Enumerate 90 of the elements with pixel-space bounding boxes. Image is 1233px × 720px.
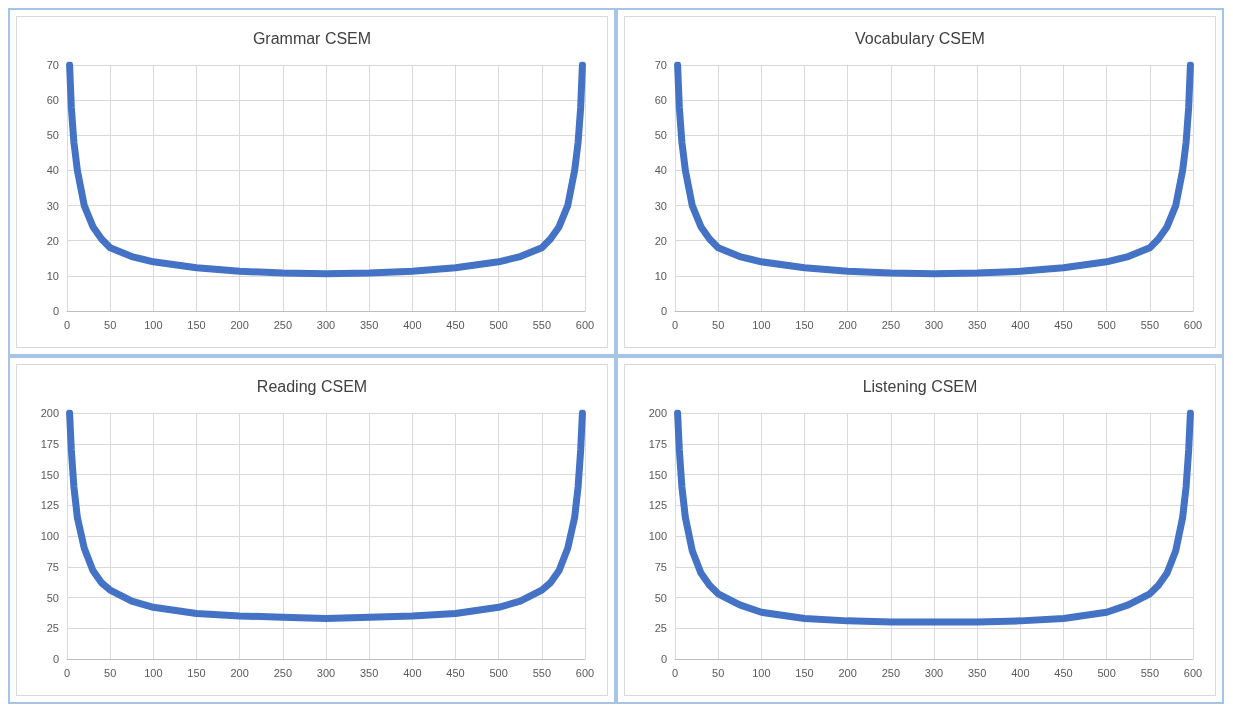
x-tick-label: 150 xyxy=(187,666,206,679)
x-tick-label: 200 xyxy=(230,318,249,331)
x-tick-label: 0 xyxy=(63,666,71,679)
chart-title: Vocabulary CSEM xyxy=(855,29,985,47)
x-tick-label: 50 xyxy=(712,666,725,679)
y-tick-label: 40 xyxy=(46,164,59,177)
x-tick-label: 250 xyxy=(881,318,901,331)
x-tick-label: 200 xyxy=(230,666,249,679)
y-tick-label: 30 xyxy=(654,199,667,212)
y-tick-label: 75 xyxy=(654,560,667,573)
y-tick-label: 0 xyxy=(52,653,59,665)
y-tick-label: 70 xyxy=(654,59,667,71)
chart-title: Listening CSEM xyxy=(862,377,978,395)
chart-title: Reading CSEM xyxy=(256,377,368,395)
y-tick-label: 175 xyxy=(40,437,59,450)
y-tick-label: 40 xyxy=(654,164,667,177)
x-tick-label: 550 xyxy=(1140,666,1160,679)
x-tick-label: 50 xyxy=(712,318,725,331)
y-tick-label: 25 xyxy=(46,622,59,635)
y-tick-label: 150 xyxy=(40,468,59,481)
x-tick-label: 550 xyxy=(532,318,552,331)
x-tick-label: 400 xyxy=(403,666,422,679)
y-tick-label: 50 xyxy=(654,591,667,604)
x-tick-label: 600 xyxy=(575,318,595,331)
x-tick-label: 150 xyxy=(795,318,814,331)
y-tick-label: 150 xyxy=(648,468,667,481)
x-tick-label: 300 xyxy=(316,318,336,331)
y-tick-label: 10 xyxy=(46,269,59,282)
x-tick-label: 50 xyxy=(104,666,117,679)
y-tick-label: 200 xyxy=(40,407,59,419)
x-tick-label: 250 xyxy=(881,666,901,679)
x-tick-label: 350 xyxy=(967,318,987,331)
y-tick-label: 0 xyxy=(52,305,59,317)
x-tick-label: 100 xyxy=(752,318,771,331)
y-tick-label: 0 xyxy=(660,305,667,317)
x-tick-label: 350 xyxy=(359,318,379,331)
y-tick-label: 10 xyxy=(654,269,667,282)
y-tick-label: 125 xyxy=(648,499,667,512)
x-tick-label: 500 xyxy=(489,318,508,331)
y-tick-label: 175 xyxy=(648,437,667,450)
x-tick-label: 350 xyxy=(967,666,987,679)
x-tick-label: 400 xyxy=(1011,666,1030,679)
x-tick-label: 450 xyxy=(1054,666,1073,679)
y-tick-label: 50 xyxy=(46,129,59,142)
x-tick-label: 500 xyxy=(1097,318,1116,331)
y-tick-label: 100 xyxy=(40,530,59,542)
x-tick-label: 50 xyxy=(104,318,117,331)
y-tick-label: 50 xyxy=(46,591,59,604)
y-tick-label: 60 xyxy=(46,94,59,107)
x-tick-label: 450 xyxy=(1054,318,1073,331)
y-tick-label: 50 xyxy=(654,129,667,142)
x-tick-label: 250 xyxy=(273,318,293,331)
x-tick-label: 450 xyxy=(446,666,465,679)
x-tick-label: 600 xyxy=(1183,318,1203,331)
y-tick-label: 200 xyxy=(648,407,667,419)
chart-title: Grammar CSEM xyxy=(252,29,372,47)
x-tick-label: 0 xyxy=(63,318,71,331)
x-tick-label: 150 xyxy=(187,318,206,331)
y-tick-label: 75 xyxy=(46,560,59,573)
x-tick-label: 350 xyxy=(359,666,379,679)
x-tick-label: 550 xyxy=(532,666,552,679)
x-tick-label: 550 xyxy=(1140,318,1160,331)
x-tick-label: 100 xyxy=(144,318,163,331)
y-tick-label: 125 xyxy=(40,499,59,512)
y-tick-label: 60 xyxy=(654,94,667,107)
x-tick-label: 400 xyxy=(403,318,422,331)
y-tick-label: 20 xyxy=(46,234,59,247)
x-tick-label: 0 xyxy=(671,666,679,679)
x-tick-label: 200 xyxy=(838,318,857,331)
x-tick-label: 500 xyxy=(489,666,508,679)
x-tick-label: 100 xyxy=(144,666,163,679)
x-tick-label: 600 xyxy=(575,666,595,679)
x-tick-label: 200 xyxy=(838,666,857,679)
x-tick-label: 300 xyxy=(924,318,944,331)
x-tick-label: 300 xyxy=(316,666,336,679)
x-tick-label: 450 xyxy=(446,318,465,331)
y-tick-label: 100 xyxy=(648,530,667,542)
x-tick-label: 400 xyxy=(1011,318,1030,331)
x-tick-label: 0 xyxy=(671,318,679,331)
x-tick-label: 600 xyxy=(1183,666,1203,679)
x-tick-label: 100 xyxy=(752,666,771,679)
x-tick-label: 300 xyxy=(924,666,944,679)
y-tick-label: 0 xyxy=(660,653,667,665)
y-tick-label: 30 xyxy=(46,199,59,212)
x-tick-label: 250 xyxy=(273,666,293,679)
y-tick-label: 20 xyxy=(654,234,667,247)
x-tick-label: 150 xyxy=(795,666,814,679)
y-tick-label: 25 xyxy=(654,622,667,635)
y-tick-label: 70 xyxy=(46,59,59,71)
x-tick-label: 500 xyxy=(1097,666,1116,679)
